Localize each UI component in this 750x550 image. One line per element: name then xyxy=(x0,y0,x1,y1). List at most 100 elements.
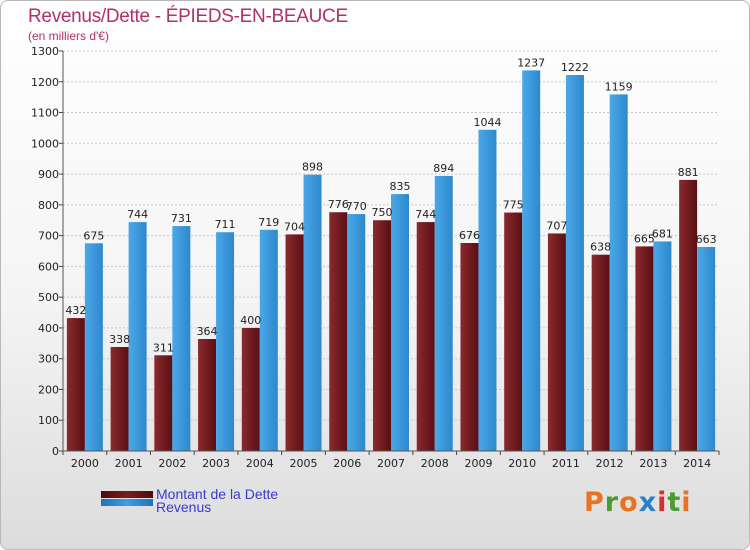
data-label-dette: 638 xyxy=(590,241,611,254)
x-tick-label: 2007 xyxy=(377,457,405,470)
data-label-revenus: 898 xyxy=(302,161,323,174)
y-tick-label: 0 xyxy=(52,445,59,458)
data-label-revenus: 1237 xyxy=(517,56,545,69)
y-tick-label: 300 xyxy=(38,353,59,366)
data-label-revenus: 719 xyxy=(258,216,279,229)
bar-dette xyxy=(198,339,217,451)
y-tick-label: 200 xyxy=(38,383,59,396)
x-tick-label: 2005 xyxy=(290,457,318,470)
data-label-revenus: 1222 xyxy=(561,61,589,74)
bar-revenus xyxy=(84,243,103,451)
x-tick-label: 2000 xyxy=(71,457,99,470)
data-label-revenus: 744 xyxy=(127,208,148,221)
y-tick-label: 600 xyxy=(38,260,59,273)
legend-label-dette: Montant de la Dette xyxy=(156,486,279,502)
data-label-dette: 881 xyxy=(678,166,699,179)
y-tick-label: 1000 xyxy=(31,137,59,150)
y-tick-label: 900 xyxy=(38,168,59,181)
bar-dette xyxy=(241,327,260,451)
x-tick-label: 2006 xyxy=(333,457,361,470)
bar-revenus xyxy=(697,247,716,451)
data-label-dette: 775 xyxy=(503,199,524,212)
bars xyxy=(66,70,716,452)
x-axis: 2000 2001 2002 2003 2004 2005 2006 2007 2008 2009… xyxy=(62,450,720,470)
x-tick-label: 2008 xyxy=(421,457,449,470)
bar-dette xyxy=(460,243,479,451)
y-tick-label: 1200 xyxy=(31,76,59,89)
logo-letter: r xyxy=(604,487,620,518)
data-label-revenus: 894 xyxy=(433,162,454,175)
bar-revenus xyxy=(303,174,322,451)
bar-revenus xyxy=(347,214,366,451)
data-label-dette: 400 xyxy=(240,314,261,327)
y-tick-label: 1300 xyxy=(31,45,59,58)
bar-revenus xyxy=(434,175,453,451)
bar-revenus xyxy=(565,75,584,451)
x-tick-label: 2001 xyxy=(115,457,143,470)
y-tick-label: 500 xyxy=(38,291,59,304)
data-label-dette: 364 xyxy=(197,325,218,338)
bar-revenus xyxy=(172,226,191,451)
x-tick-label: 2010 xyxy=(508,457,536,470)
bar-revenus xyxy=(653,241,672,451)
chart-title: Revenus/Dette - ÉPIEDS-EN-BEAUCE xyxy=(28,6,348,27)
logo-letter: P xyxy=(584,487,605,518)
proxiti-logo: Proxiti xyxy=(584,487,692,518)
data-label-revenus: 835 xyxy=(390,180,411,193)
bar-dette xyxy=(635,246,654,451)
bar-dette xyxy=(329,212,348,451)
bar-revenus xyxy=(609,94,628,451)
logo-letter: x xyxy=(638,487,658,518)
data-label-dette: 311 xyxy=(153,341,174,354)
legend-swatch-dette xyxy=(101,491,153,498)
data-label-revenus: 731 xyxy=(171,212,192,225)
x-tick-label: 2003 xyxy=(202,457,230,470)
chart-subtitle: (en milliers d'€) xyxy=(28,29,109,43)
data-label-revenus: 770 xyxy=(346,200,367,213)
bar-dette xyxy=(66,318,85,451)
y-tick-label: 1100 xyxy=(31,107,59,120)
y-tick-label: 700 xyxy=(38,230,59,243)
data-label-dette: 676 xyxy=(459,229,480,242)
x-tick-label: 2002 xyxy=(158,457,186,470)
bar-dette xyxy=(547,233,566,451)
bar-dette xyxy=(504,212,523,451)
data-label-dette: 432 xyxy=(65,304,86,317)
data-label-revenus: 681 xyxy=(652,227,673,240)
data-label-revenus: 675 xyxy=(83,229,104,242)
x-tick-label: 2009 xyxy=(464,457,492,470)
x-tick-label: 2004 xyxy=(246,457,274,470)
data-label-dette: 338 xyxy=(109,333,130,346)
y-tick-label: 800 xyxy=(38,199,59,212)
data-label-dette: 750 xyxy=(372,206,393,219)
bar-revenus xyxy=(478,129,497,451)
y-tick-label: 100 xyxy=(38,414,59,427)
legend-swatch-revenus xyxy=(101,499,153,506)
bar-dette xyxy=(154,355,173,451)
data-label-dette: 707 xyxy=(546,219,567,232)
bar-dette xyxy=(285,234,304,451)
data-label-revenus: 711 xyxy=(215,218,236,231)
bar-dette xyxy=(591,254,610,451)
bar-dette xyxy=(373,220,391,451)
data-label-dette: 744 xyxy=(415,208,436,221)
x-tick-label: 2012 xyxy=(596,457,624,470)
bar-revenus xyxy=(216,232,235,451)
bar-revenus xyxy=(522,70,541,451)
logo-letter: i xyxy=(657,487,668,518)
bar-revenus xyxy=(391,194,409,452)
y-axis: 0 100 200 300 400 500 600 700 800 900 1000 1100 1200… xyxy=(31,45,64,458)
bar-revenus xyxy=(259,229,278,451)
data-label-revenus: 1044 xyxy=(473,116,501,129)
data-label-dette: 776 xyxy=(328,198,349,211)
y-tick-label: 400 xyxy=(38,322,59,335)
x-tick-label: 2011 xyxy=(552,457,580,470)
data-label-revenus: 663 xyxy=(696,233,717,246)
data-label-dette: 704 xyxy=(284,220,305,233)
logo-letter: o xyxy=(619,487,639,518)
x-tick-label: 2014 xyxy=(683,457,711,470)
bar-dette xyxy=(110,347,129,451)
